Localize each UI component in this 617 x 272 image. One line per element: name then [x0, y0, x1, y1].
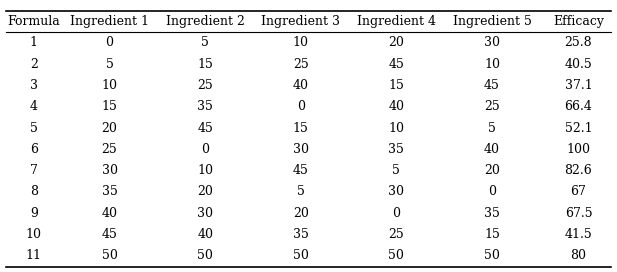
Text: 66.4: 66.4: [565, 100, 592, 113]
Text: 35: 35: [484, 207, 500, 220]
Text: 6: 6: [30, 143, 38, 156]
Text: 35: 35: [293, 228, 308, 241]
Text: 5: 5: [392, 164, 400, 177]
Text: 5: 5: [297, 186, 305, 199]
Text: 9: 9: [30, 207, 38, 220]
Text: 20: 20: [389, 36, 404, 49]
Text: 8: 8: [30, 186, 38, 199]
Text: Ingredient 5: Ingredient 5: [453, 15, 531, 28]
Text: 25: 25: [293, 58, 308, 71]
Text: 45: 45: [484, 79, 500, 92]
Text: 4: 4: [30, 100, 38, 113]
Text: 40: 40: [293, 79, 308, 92]
Text: 50: 50: [293, 249, 308, 262]
Text: 25: 25: [197, 79, 213, 92]
Text: 35: 35: [197, 100, 213, 113]
Text: 67.5: 67.5: [565, 207, 592, 220]
Text: 40: 40: [484, 143, 500, 156]
Text: 67: 67: [571, 186, 586, 199]
Text: Ingredient 2: Ingredient 2: [166, 15, 244, 28]
Text: 25: 25: [389, 228, 404, 241]
Text: Efficacy: Efficacy: [553, 15, 604, 28]
Text: 20: 20: [102, 122, 117, 135]
Text: 50: 50: [484, 249, 500, 262]
Text: 40: 40: [197, 228, 213, 241]
Text: 41.5: 41.5: [565, 228, 592, 241]
Text: 15: 15: [293, 122, 308, 135]
Text: 45: 45: [102, 228, 117, 241]
Text: 20: 20: [293, 207, 308, 220]
Text: 40: 40: [389, 100, 404, 113]
Text: 10: 10: [293, 36, 308, 49]
Text: 100: 100: [566, 143, 590, 156]
Text: 0: 0: [297, 100, 305, 113]
Text: 50: 50: [389, 249, 404, 262]
Text: 20: 20: [484, 164, 500, 177]
Text: 0: 0: [392, 207, 400, 220]
Text: 10: 10: [389, 122, 404, 135]
Text: 50: 50: [197, 249, 213, 262]
Text: 15: 15: [197, 58, 213, 71]
Text: Ingredient 4: Ingredient 4: [357, 15, 436, 28]
Text: 5: 5: [488, 122, 496, 135]
Text: 40: 40: [102, 207, 117, 220]
Text: 3: 3: [30, 79, 38, 92]
Text: 1: 1: [30, 36, 38, 49]
Text: 5: 5: [30, 122, 38, 135]
Text: 15: 15: [484, 228, 500, 241]
Text: 15: 15: [102, 100, 117, 113]
Text: 10: 10: [26, 228, 42, 241]
Text: 37.1: 37.1: [565, 79, 592, 92]
Text: 7: 7: [30, 164, 38, 177]
Text: 30: 30: [197, 207, 213, 220]
Text: 10: 10: [484, 58, 500, 71]
Text: 25.8: 25.8: [565, 36, 592, 49]
Text: 10: 10: [102, 79, 117, 92]
Text: Ingredient 3: Ingredient 3: [261, 15, 341, 28]
Text: 5: 5: [106, 58, 114, 71]
Text: 30: 30: [484, 36, 500, 49]
Text: 45: 45: [293, 164, 308, 177]
Text: 30: 30: [389, 186, 404, 199]
Text: 50: 50: [102, 249, 117, 262]
Text: 0: 0: [201, 143, 209, 156]
Text: 30: 30: [102, 164, 117, 177]
Text: 25: 25: [102, 143, 117, 156]
Text: 25: 25: [484, 100, 500, 113]
Text: 52.1: 52.1: [565, 122, 592, 135]
Text: 30: 30: [293, 143, 308, 156]
Text: 20: 20: [197, 186, 213, 199]
Text: 80: 80: [571, 249, 586, 262]
Text: 2: 2: [30, 58, 38, 71]
Text: 11: 11: [26, 249, 42, 262]
Text: 45: 45: [197, 122, 213, 135]
Text: 0: 0: [106, 36, 114, 49]
Text: 5: 5: [201, 36, 209, 49]
Text: 10: 10: [197, 164, 213, 177]
Text: 40.5: 40.5: [565, 58, 592, 71]
Text: 45: 45: [389, 58, 404, 71]
Text: 82.6: 82.6: [565, 164, 592, 177]
Text: Formula: Formula: [7, 15, 60, 28]
Text: 0: 0: [488, 186, 496, 199]
Text: Ingredient 1: Ingredient 1: [70, 15, 149, 28]
Text: 35: 35: [102, 186, 117, 199]
Text: 15: 15: [389, 79, 404, 92]
Text: 35: 35: [389, 143, 404, 156]
